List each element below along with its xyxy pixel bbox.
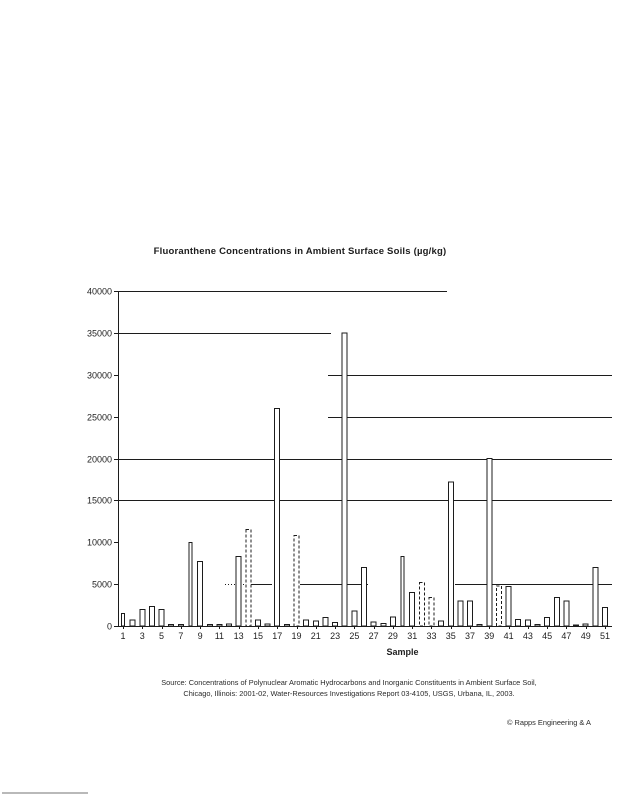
bar-sample-39 [486, 458, 493, 627]
x-tick-label: 27 [369, 631, 379, 641]
bar-sample-22 [322, 617, 329, 627]
bar-sample-28 [380, 623, 387, 627]
y-tick-label: 40000 [87, 287, 112, 297]
x-tick-label: 7 [178, 631, 183, 641]
x-tick-label: 29 [388, 631, 398, 641]
bar-sample-15 [255, 619, 261, 627]
bar-sample-6 [168, 624, 175, 627]
x-tick-label: 17 [272, 631, 282, 641]
bar-sample-49 [582, 623, 589, 627]
bar-sample-44 [534, 624, 541, 627]
x-tick-label: 47 [561, 631, 571, 641]
bar-sample-20 [303, 619, 310, 627]
x-tick-label: 41 [504, 631, 514, 641]
x-tick-label: 25 [349, 631, 359, 641]
bar-sample-51 [602, 607, 608, 627]
x-tick-label: 45 [542, 631, 552, 641]
bar-sample-30 [400, 556, 405, 627]
x-tick-label: 11 [215, 631, 224, 641]
y-tick-label: 35000 [87, 329, 112, 339]
x-tick-label: 13 [234, 631, 244, 641]
x-tick-label: 35 [446, 631, 456, 641]
x-tick-label: 49 [581, 631, 591, 641]
y-tick-label: 25000 [87, 413, 112, 423]
x-tick-label: 5 [159, 631, 164, 641]
y-tick-label: 10000 [87, 538, 112, 548]
bar-sample-33 [428, 597, 435, 627]
bar-sample-50 [592, 566, 599, 627]
bar-sample-40 [496, 585, 502, 627]
x-tick-label: 3 [140, 631, 145, 641]
copyright-notice: © Rapps Engineering & A [507, 718, 591, 727]
x-tick-label: 33 [426, 631, 436, 641]
bar-sample-18 [283, 624, 290, 627]
bar-sample-47 [563, 600, 570, 627]
bar-sample-29 [389, 616, 396, 627]
source-citation: Source: Concentrations of Polynuclear Ar… [118, 677, 580, 699]
bar-sample-3 [139, 608, 146, 627]
bar-sample-4 [148, 606, 155, 627]
x-axis-title: Sample [387, 647, 419, 657]
bar-sample-10 [206, 623, 213, 627]
bar-sample-5 [158, 608, 165, 627]
bar-sample-45 [544, 617, 551, 627]
bar-sample-32 [418, 582, 425, 627]
bar-sample-46 [553, 597, 560, 627]
source-citation-line1: Source: Concentrations of Polynuclear Ar… [161, 678, 537, 687]
x-tick-label: 51 [600, 631, 610, 641]
bar-sample-36 [457, 600, 464, 627]
bar-sample-23 [332, 622, 339, 627]
x-tick-label: 39 [484, 631, 494, 641]
bar-sample-38 [476, 624, 483, 627]
bar-sample-27 [370, 621, 377, 627]
x-tick-label: 9 [198, 631, 203, 641]
bar-sample-1 [121, 612, 125, 627]
x-tick-label: 19 [292, 631, 302, 641]
bar-sample-24 [341, 332, 348, 627]
x-tick-label: 37 [465, 631, 475, 641]
bar-sample-42 [515, 618, 522, 627]
bar-sample-34 [438, 620, 445, 627]
x-tick-label: 43 [523, 631, 533, 641]
page-artifact-line [2, 792, 88, 794]
bar-sample-2 [129, 619, 136, 627]
bar-sample-17 [274, 407, 281, 627]
bar-sample-12 [226, 623, 232, 627]
y-tick-label: 30000 [87, 371, 112, 381]
bar-sample-9 [197, 561, 204, 627]
bar-sample-21 [312, 620, 319, 627]
bar-sample-31 [409, 592, 416, 627]
bar-sample-35 [447, 481, 454, 627]
x-tick-label: 15 [253, 631, 263, 641]
y-tick-label: 15000 [87, 496, 112, 506]
y-tick-label: 0 [107, 622, 112, 632]
x-tick-label: 1 [120, 631, 125, 641]
bar-sample-16 [264, 623, 271, 627]
chart-title: Fluoranthene Concentrations in Ambient S… [0, 246, 619, 257]
bar-sample-25 [351, 610, 358, 627]
y-tick-label: 5000 [92, 580, 112, 590]
bar-sample-43 [524, 619, 531, 627]
bar-sample-37 [467, 600, 473, 627]
bar-sample-8 [188, 541, 193, 627]
bar-sample-14 [245, 529, 252, 627]
x-tick-label: 21 [311, 631, 321, 641]
bar-sample-48 [573, 624, 580, 627]
bar-sample-11 [216, 624, 223, 627]
bar-sample-7 [177, 624, 184, 627]
y-tick-label: 20000 [87, 455, 112, 465]
source-citation-line2: Chicago, Illinois: 2001-02, Water-Resour… [183, 689, 515, 698]
x-tick-label: 23 [330, 631, 340, 641]
bar-sample-19 [293, 535, 300, 627]
bar-sample-41 [505, 586, 512, 627]
x-tick-label: 31 [407, 631, 417, 641]
bar-sample-26 [361, 566, 367, 627]
bar-sample-13 [235, 556, 242, 627]
chart-title-text: Fluoranthene Concentrations in Ambient S… [153, 246, 447, 257]
